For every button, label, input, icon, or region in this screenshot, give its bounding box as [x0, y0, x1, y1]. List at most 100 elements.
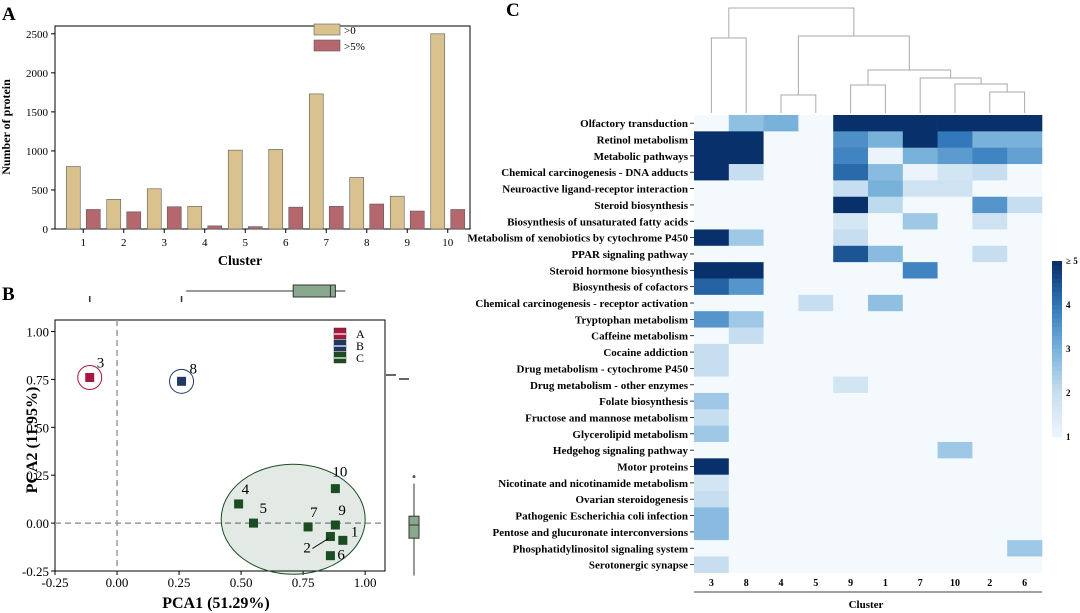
colorbar-segment — [1052, 366, 1062, 372]
heatmap-row-label: Folate biosynthesis — [599, 396, 689, 408]
bar-chart-legend-label: >5% — [344, 41, 365, 53]
heatmap-cell — [833, 491, 869, 508]
colorbar-segment — [1052, 401, 1062, 407]
heatmap-row-label: Cocaine addiction — [603, 347, 688, 359]
heatmap-cell — [972, 491, 1008, 508]
heatmap-cell — [937, 262, 973, 279]
colorbar-segment — [1052, 428, 1062, 434]
pca-point — [248, 518, 258, 528]
heatmap-cell — [972, 474, 1008, 492]
bar-chart-bar — [247, 226, 263, 230]
heatmap-cell — [937, 556, 973, 574]
heatmap-cell — [694, 294, 730, 312]
pca-point-label: 7 — [310, 505, 318, 521]
heatmap-cell — [937, 376, 973, 394]
heatmap-cell — [798, 196, 834, 214]
heatmap-cell — [1007, 294, 1043, 312]
heatmap-cell — [763, 229, 799, 247]
heatmap-cell — [763, 213, 799, 230]
heatmap-cell — [763, 360, 799, 377]
heatmap-cell — [937, 491, 973, 508]
colorbar-segment — [1052, 415, 1062, 420]
heatmap-cell — [868, 147, 904, 165]
heatmap-cell — [972, 180, 1008, 198]
heatmap-dendrogram-branch — [780, 94, 817, 113]
heatmap-cell — [728, 131, 764, 148]
heatmap-cell — [868, 115, 904, 132]
heatmap-cell — [798, 294, 834, 312]
heatmap-cell — [833, 425, 869, 443]
heatmap-cell — [1007, 115, 1043, 132]
bar-chart-bar — [328, 206, 344, 230]
heatmap-cell — [1007, 458, 1043, 475]
heatmap-row-label: Pentose and glucuronate interconversions — [493, 527, 689, 539]
heatmap-cell — [972, 507, 1008, 525]
heatmap-cell — [798, 245, 834, 263]
heatmap-row-label: Biosynthesis of unsaturated fatty acids — [507, 216, 689, 228]
colorbar-segment — [1052, 278, 1062, 284]
pca-point-label: 9 — [338, 503, 346, 519]
heatmap-cell — [694, 540, 730, 557]
pca-point-label: 8 — [190, 361, 198, 377]
heatmap-cell — [694, 196, 730, 214]
heatmap-cell — [694, 376, 730, 394]
heatmap-cell — [902, 409, 938, 426]
heatmap-cell — [798, 115, 834, 132]
heatmap-cell — [728, 327, 764, 345]
heatmap-cell — [868, 229, 904, 247]
pca-group-b-circle — [169, 368, 195, 394]
heatmap-cell — [1007, 245, 1043, 263]
bar-chart-frame — [54, 25, 471, 230]
heatmap-cell — [937, 458, 973, 475]
heatmap-cell — [972, 311, 1008, 328]
heatmap-cell — [694, 229, 730, 247]
heatmap-cell — [902, 458, 938, 475]
heatmap-cell — [972, 458, 1008, 475]
heatmap-cell — [728, 491, 764, 508]
heatmap-cell — [937, 213, 973, 230]
bar-chart-x-tick-label: 2 — [121, 237, 127, 249]
heatmap-cell — [902, 115, 938, 132]
heatmap-row-label: Caffeine metabolism — [591, 331, 688, 343]
heatmap-cell — [763, 556, 799, 574]
heatmap-cell — [937, 294, 973, 312]
heatmap-cell — [868, 392, 904, 410]
heatmap-cell — [972, 115, 1008, 132]
heatmap-cell — [728, 213, 764, 230]
heatmap-row-label: Nicotinate and nicotinamide metabolism — [498, 478, 688, 490]
heatmap-cell — [972, 392, 1008, 410]
colorbar-segment — [1052, 362, 1062, 368]
heatmap-cell — [833, 245, 869, 263]
heatmap-cell — [937, 523, 973, 541]
heatmap-cell — [798, 507, 834, 525]
heatmap-cell — [798, 556, 834, 574]
heatmap-cell — [902, 442, 938, 459]
heatmap-cell — [763, 376, 799, 394]
heatmap-row-label: Biosynthesis of cofactors — [573, 282, 689, 294]
bar-chart-bar — [430, 33, 446, 230]
pca-point — [330, 520, 340, 530]
pca-point — [338, 535, 348, 545]
bar-chart-y-tick-label: 2000 — [26, 68, 49, 80]
heatmap-cell — [868, 311, 904, 328]
heatmap-cell — [972, 213, 1008, 230]
heatmap-cell — [1007, 278, 1043, 296]
colorbar-segment — [1052, 265, 1062, 271]
heatmap-cell — [937, 442, 973, 459]
colorbar-segment — [1052, 261, 1062, 266]
bar-chart-bar — [288, 206, 304, 230]
heatmap-cell — [972, 540, 1008, 557]
heatmap-cell — [798, 376, 834, 394]
heatmap-cell — [1007, 262, 1043, 279]
heatmap-cell — [798, 343, 834, 361]
heatmap-cell — [798, 458, 834, 475]
heatmap-cell — [763, 115, 799, 132]
bar-chart-x-tick-label: 4 — [202, 237, 208, 249]
pca-point — [303, 522, 313, 532]
heatmap-cell — [937, 360, 973, 377]
heatmap-cell — [798, 425, 834, 443]
heatmap-c: Cluster Olfactory transduction Retinol me… — [467, 7, 1078, 611]
colorbar-segment — [1052, 274, 1062, 280]
colorbar-tick-label: 2 — [1066, 388, 1071, 398]
heatmap-cell — [972, 556, 1008, 574]
